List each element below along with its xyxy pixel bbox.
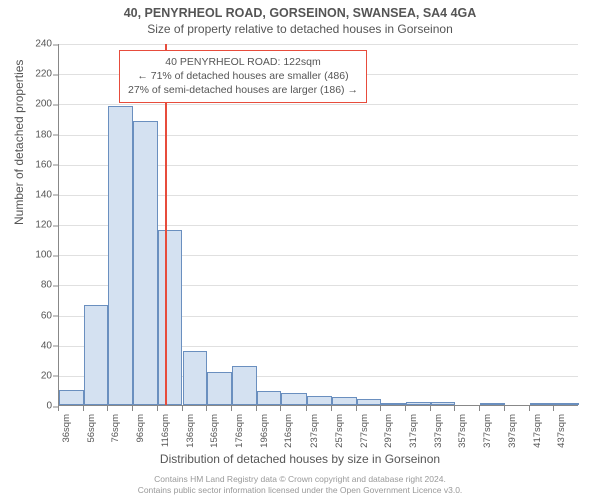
histogram-bar <box>207 372 232 405</box>
annotation-line: 40 PENYRHEOL ROAD: 122sqm <box>128 55 358 69</box>
y-tick-label: 100 <box>22 250 52 261</box>
x-tick-mark <box>553 406 554 411</box>
annotation-line: 27% of semi-detached houses are larger (… <box>128 83 358 97</box>
x-tick-mark <box>529 406 530 411</box>
chart-plot-area: 40 PENYRHEOL ROAD: 122sqm← 71% of detach… <box>58 44 578 406</box>
x-tick-mark <box>380 406 381 411</box>
x-tick-label: 96sqm <box>135 414 146 443</box>
y-tick-label: 80 <box>22 280 52 291</box>
x-tick-label: 377sqm <box>482 414 493 448</box>
x-axis-label: Distribution of detached houses by size … <box>0 452 600 466</box>
y-tick-label: 180 <box>22 129 52 140</box>
x-tick-label: 136sqm <box>185 414 196 448</box>
x-tick-mark <box>306 406 307 411</box>
x-tick-label: 317sqm <box>408 414 419 448</box>
gridline <box>59 104 578 105</box>
histogram-bar <box>281 393 307 405</box>
y-tick-label: 60 <box>22 310 52 321</box>
x-tick-mark <box>454 406 455 411</box>
chart-title-main: 40, PENYRHEOL ROAD, GORSEINON, SWANSEA, … <box>0 0 600 20</box>
histogram-bar <box>480 403 505 405</box>
x-tick-label: 196sqm <box>259 414 270 448</box>
x-tick-label: 277sqm <box>359 414 370 448</box>
x-tick-mark <box>331 406 332 411</box>
x-tick-label: 237sqm <box>309 414 320 448</box>
x-tick-mark <box>157 406 158 411</box>
histogram-bar <box>332 397 357 405</box>
y-tick-label: 240 <box>22 39 52 50</box>
x-tick-label: 297sqm <box>383 414 394 448</box>
x-tick-mark <box>280 406 281 411</box>
x-tick-mark <box>132 406 133 411</box>
x-tick-label: 216sqm <box>283 414 294 448</box>
x-tick-label: 156sqm <box>209 414 220 448</box>
histogram-bar <box>133 121 158 405</box>
y-tick-label: 20 <box>22 370 52 381</box>
histogram-bar <box>232 366 257 405</box>
x-tick-label: 397sqm <box>507 414 518 448</box>
y-tick-label: 140 <box>22 189 52 200</box>
histogram-bar <box>530 403 555 405</box>
footer-attribution: Contains HM Land Registry data © Crown c… <box>0 474 600 496</box>
x-tick-label: 76sqm <box>110 414 121 443</box>
histogram-bar <box>183 351 208 405</box>
x-tick-mark <box>256 406 257 411</box>
x-tick-mark <box>182 406 183 411</box>
histogram-bar <box>381 403 406 405</box>
x-tick-label: 257sqm <box>334 414 345 448</box>
footer-line-2: Contains public sector information licen… <box>0 485 600 496</box>
y-tick-label: 160 <box>22 159 52 170</box>
x-tick-label: 116sqm <box>160 414 171 447</box>
y-tick-label: 40 <box>22 340 52 351</box>
histogram-bar <box>357 399 382 405</box>
x-tick-mark <box>83 406 84 411</box>
x-tick-label: 337sqm <box>433 414 444 448</box>
annotation-box: 40 PENYRHEOL ROAD: 122sqm← 71% of detach… <box>119 50 367 103</box>
histogram-bar <box>554 403 579 405</box>
x-tick-label: 437sqm <box>556 414 567 448</box>
histogram-bar <box>307 396 332 405</box>
x-tick-mark <box>504 406 505 411</box>
x-tick-label: 36sqm <box>61 414 72 443</box>
x-tick-mark <box>231 406 232 411</box>
y-tick-label: 0 <box>22 401 52 412</box>
x-tick-label: 176sqm <box>234 414 245 448</box>
y-tick-label: 200 <box>22 99 52 110</box>
x-tick-mark <box>356 406 357 411</box>
y-tick-label: 120 <box>22 220 52 231</box>
histogram-bar <box>158 230 183 405</box>
histogram-bar <box>257 391 282 405</box>
histogram-bar <box>59 390 84 405</box>
annotation-line: ← 71% of detached houses are smaller (48… <box>128 69 358 83</box>
histogram-bar <box>84 305 109 405</box>
x-tick-mark <box>405 406 406 411</box>
x-tick-mark <box>58 406 59 411</box>
x-tick-mark <box>206 406 207 411</box>
x-tick-label: 357sqm <box>457 414 468 448</box>
x-tick-mark <box>479 406 480 411</box>
x-tick-label: 56sqm <box>86 414 97 443</box>
y-tick-label: 220 <box>22 69 52 80</box>
footer-line-1: Contains HM Land Registry data © Crown c… <box>0 474 600 485</box>
x-tick-mark <box>430 406 431 411</box>
chart-title-sub: Size of property relative to detached ho… <box>0 20 600 36</box>
histogram-bar <box>431 402 456 405</box>
histogram-bar <box>108 106 133 405</box>
x-tick-label: 417sqm <box>532 414 543 448</box>
histogram-bar <box>406 402 431 405</box>
gridline <box>59 44 578 45</box>
x-tick-mark <box>107 406 108 411</box>
